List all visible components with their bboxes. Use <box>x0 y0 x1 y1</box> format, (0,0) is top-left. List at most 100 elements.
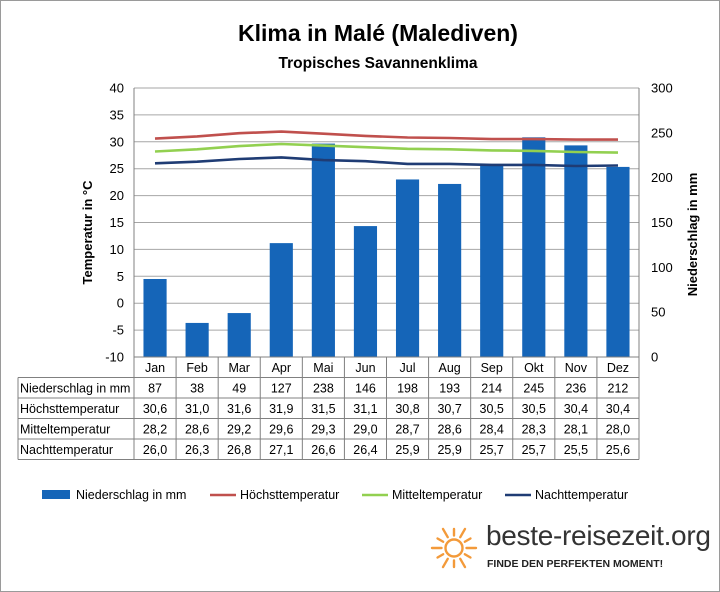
table-cell: 25,6 <box>606 443 630 457</box>
category-label: Jun <box>355 361 375 375</box>
table-cell: 25,9 <box>395 443 419 457</box>
table-cell: 25,9 <box>437 443 461 457</box>
table-cell: 28,6 <box>185 423 209 437</box>
category-label: Mai <box>313 361 333 375</box>
table-cell: 30,7 <box>437 402 461 416</box>
legend-label: Nachttemperatur <box>535 488 628 502</box>
table-cell: 27,1 <box>269 443 293 457</box>
table-row-label: Höchsttemperatur <box>20 402 119 416</box>
precip-bar <box>480 165 504 357</box>
table-cell: 31,5 <box>311 402 335 416</box>
table-cell: 30,4 <box>606 402 630 416</box>
precip-bar <box>438 183 462 357</box>
table-cell: 26,0 <box>143 443 167 457</box>
table-cell: 28,7 <box>395 423 419 437</box>
left-axis-title: Temperatur in °C <box>80 180 95 285</box>
bar-series <box>143 137 630 357</box>
sun-ray <box>441 557 449 569</box>
left-tick-label: 10 <box>110 242 124 257</box>
table-cell: 28,0 <box>606 423 630 437</box>
category-label: Apr <box>272 361 291 375</box>
gridlines <box>134 87 639 358</box>
sun-ray <box>441 527 449 539</box>
table-cell: 26,3 <box>185 443 209 457</box>
table-cell: 127 <box>271 382 292 396</box>
brand-slogan: FINDE DEN PERFEKTEN MOMENT! <box>487 558 664 570</box>
table-row-label: Nachttemperatur <box>20 443 113 457</box>
table-cell: 28,4 <box>480 423 504 437</box>
table-cell: 30,5 <box>480 402 504 416</box>
table-cell: 31,9 <box>269 402 293 416</box>
table-cell: 28,3 <box>522 423 546 437</box>
category-label: Mar <box>228 361 250 375</box>
brand-logo-block[interactable]: beste-reisezeit.org FINDE DEN PERFEKTEN … <box>430 520 715 580</box>
chart-title: Klima in Malé (Malediven) <box>238 20 518 46</box>
table-cell: 146 <box>355 382 376 396</box>
category-label: Jul <box>400 361 416 375</box>
table-cell: 31,0 <box>185 402 209 416</box>
precip-bar <box>227 313 251 357</box>
table-cell: 30,8 <box>395 402 419 416</box>
sun-ray <box>436 553 445 559</box>
brand-name: beste-reisezeit.org <box>486 520 711 551</box>
table-cell: 25,5 <box>564 443 588 457</box>
category-label: Feb <box>186 361 208 375</box>
table-cell: 87 <box>148 382 162 396</box>
table-cell: 29,3 <box>311 423 335 437</box>
sun-ray <box>463 537 472 543</box>
precip-bar <box>311 143 335 357</box>
category-label: Dez <box>607 361 629 375</box>
table-cell: 28,2 <box>143 423 167 437</box>
precip-bar <box>395 179 420 357</box>
table-cell: 38 <box>190 382 204 396</box>
right-tick-label: 200 <box>651 170 673 185</box>
left-tick-label: 25 <box>110 161 124 176</box>
right-tick-label: 100 <box>651 260 673 275</box>
sun-icon <box>430 527 478 569</box>
table-cell: 26,4 <box>353 443 377 457</box>
table-cell: 238 <box>313 382 334 396</box>
table-cell: 31,6 <box>227 402 251 416</box>
table-cell: 26,6 <box>311 443 335 457</box>
table-cell: 30,4 <box>564 402 588 416</box>
left-tick-label: 40 <box>110 81 124 96</box>
precip-bar <box>353 226 378 357</box>
legend: Niederschlag in mm Höchsttemperatur Mittel… <box>42 488 628 502</box>
table-cell: 245 <box>523 382 544 396</box>
category-label: Okt <box>524 361 544 375</box>
table-cell: 29,0 <box>353 423 377 437</box>
sun-ray <box>459 527 467 539</box>
temp-line <box>154 142 619 154</box>
right-tick-label: 300 <box>651 81 673 96</box>
left-tick-label: 15 <box>110 215 124 230</box>
sun-ray <box>459 557 467 569</box>
table-cell: 212 <box>608 382 629 396</box>
precip-bar <box>269 243 293 357</box>
sun-disc <box>444 538 464 558</box>
precip-bar <box>522 137 546 357</box>
table-row-label: Niederschlag in mm <box>20 382 130 396</box>
left-tick-label: -10 <box>105 350 124 365</box>
data-table: Jan Feb Mar Apr Mai Jun Jul Aug Sep Okt Nov Dez Nied… <box>17 356 640 460</box>
table-cell: 25,7 <box>522 443 546 457</box>
left-tick-label: 20 <box>110 188 124 203</box>
left-tick-label: 5 <box>117 269 124 284</box>
right-axis-title: Niederschlag in mm <box>685 173 700 297</box>
table-cell: 28,1 <box>564 423 588 437</box>
category-label: Nov <box>565 361 588 375</box>
legend-label: Höchsttemperatur <box>240 488 339 502</box>
line-series <box>154 130 619 168</box>
precip-bar <box>606 166 630 357</box>
category-label: Jan <box>145 361 165 375</box>
chart-subtitle: Tropisches Savannenklima <box>278 55 477 72</box>
table-cell: 198 <box>397 382 418 396</box>
table-cell: 28,6 <box>437 423 461 437</box>
temp-line <box>154 130 618 141</box>
table-cell: 193 <box>439 382 460 396</box>
table-cell: 25,7 <box>480 443 504 457</box>
right-tick-label: 0 <box>651 350 658 365</box>
precip-bar <box>564 145 588 357</box>
precip-bar <box>143 278 167 357</box>
right-tick-label: 150 <box>651 215 673 230</box>
